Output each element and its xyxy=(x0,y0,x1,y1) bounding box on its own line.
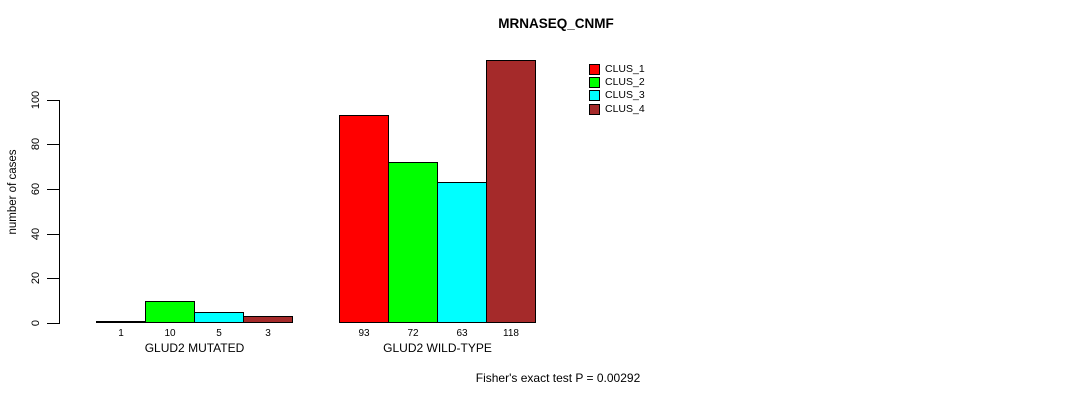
bar-value-label: 118 xyxy=(503,328,519,339)
chart-title: MRNASEQ_CNMF xyxy=(498,16,614,31)
y-tick-label: 80 xyxy=(30,138,42,151)
bar-clus-4-glud2-wild-type xyxy=(486,60,536,323)
y-tick-label: 0 xyxy=(30,319,42,327)
bar-value-label: 5 xyxy=(216,328,222,339)
y-tick xyxy=(47,144,59,146)
legend: CLUS_1 CLUS_2 CLUS_3 CLUS_4 xyxy=(589,64,645,117)
y-tick xyxy=(47,99,59,101)
legend-item-clus-1: CLUS_1 xyxy=(589,64,645,75)
bar-clus-3-glud2-mutated xyxy=(194,312,244,323)
legend-label: CLUS_2 xyxy=(605,76,645,89)
bar-clus-2-glud2-wild-type xyxy=(388,162,438,323)
bar-value-label: 63 xyxy=(456,328,468,339)
y-tick-label: 100 xyxy=(30,90,42,109)
bar-value-label: 3 xyxy=(265,328,271,339)
footer-stat-text: Fisher's exact test P = 0.00292 xyxy=(475,371,641,385)
bar-value-label: 93 xyxy=(358,328,370,339)
legend-item-clus-4: CLUS_4 xyxy=(589,102,645,115)
y-tick xyxy=(47,278,59,280)
legend-swatch-icon xyxy=(589,64,600,75)
category-label-glud2-wild-type: GLUD2 WILD-TYPE xyxy=(383,341,492,355)
y-tick-label: 20 xyxy=(30,272,42,285)
legend-label: CLUS_3 xyxy=(605,89,645,102)
bar-clus-1-glud2-mutated xyxy=(96,321,146,323)
legend-swatch-icon xyxy=(589,90,600,102)
bar-clus-2-glud2-mutated xyxy=(145,301,195,323)
bar-clus-3-glud2-wild-type xyxy=(437,182,487,323)
bar-clus-1-glud2-wild-type xyxy=(339,115,389,323)
legend-swatch-icon xyxy=(589,77,600,89)
legend-swatch-icon xyxy=(589,103,600,115)
category-label-glud2-mutated: GLUD2 MUTATED xyxy=(144,341,245,355)
y-tick xyxy=(47,189,59,191)
legend-item-clus-2: CLUS_2 xyxy=(589,76,645,89)
bar-clus-4-glud2-mutated xyxy=(243,316,293,323)
y-axis-line xyxy=(59,100,60,324)
bar-value-label: 10 xyxy=(164,328,176,339)
y-tick xyxy=(47,323,59,324)
bar-value-label: 72 xyxy=(407,328,419,339)
legend-label: CLUS_4 xyxy=(605,102,645,115)
legend-item-clus-3: CLUS_3 xyxy=(589,89,645,102)
y-tick xyxy=(47,233,59,235)
y-axis-label: number of cases xyxy=(7,149,19,235)
bar-value-label: 1 xyxy=(118,328,124,339)
y-tick-label: 60 xyxy=(30,182,42,196)
legend-label: CLUS_1 xyxy=(605,63,645,75)
y-tick-label: 40 xyxy=(30,227,42,240)
